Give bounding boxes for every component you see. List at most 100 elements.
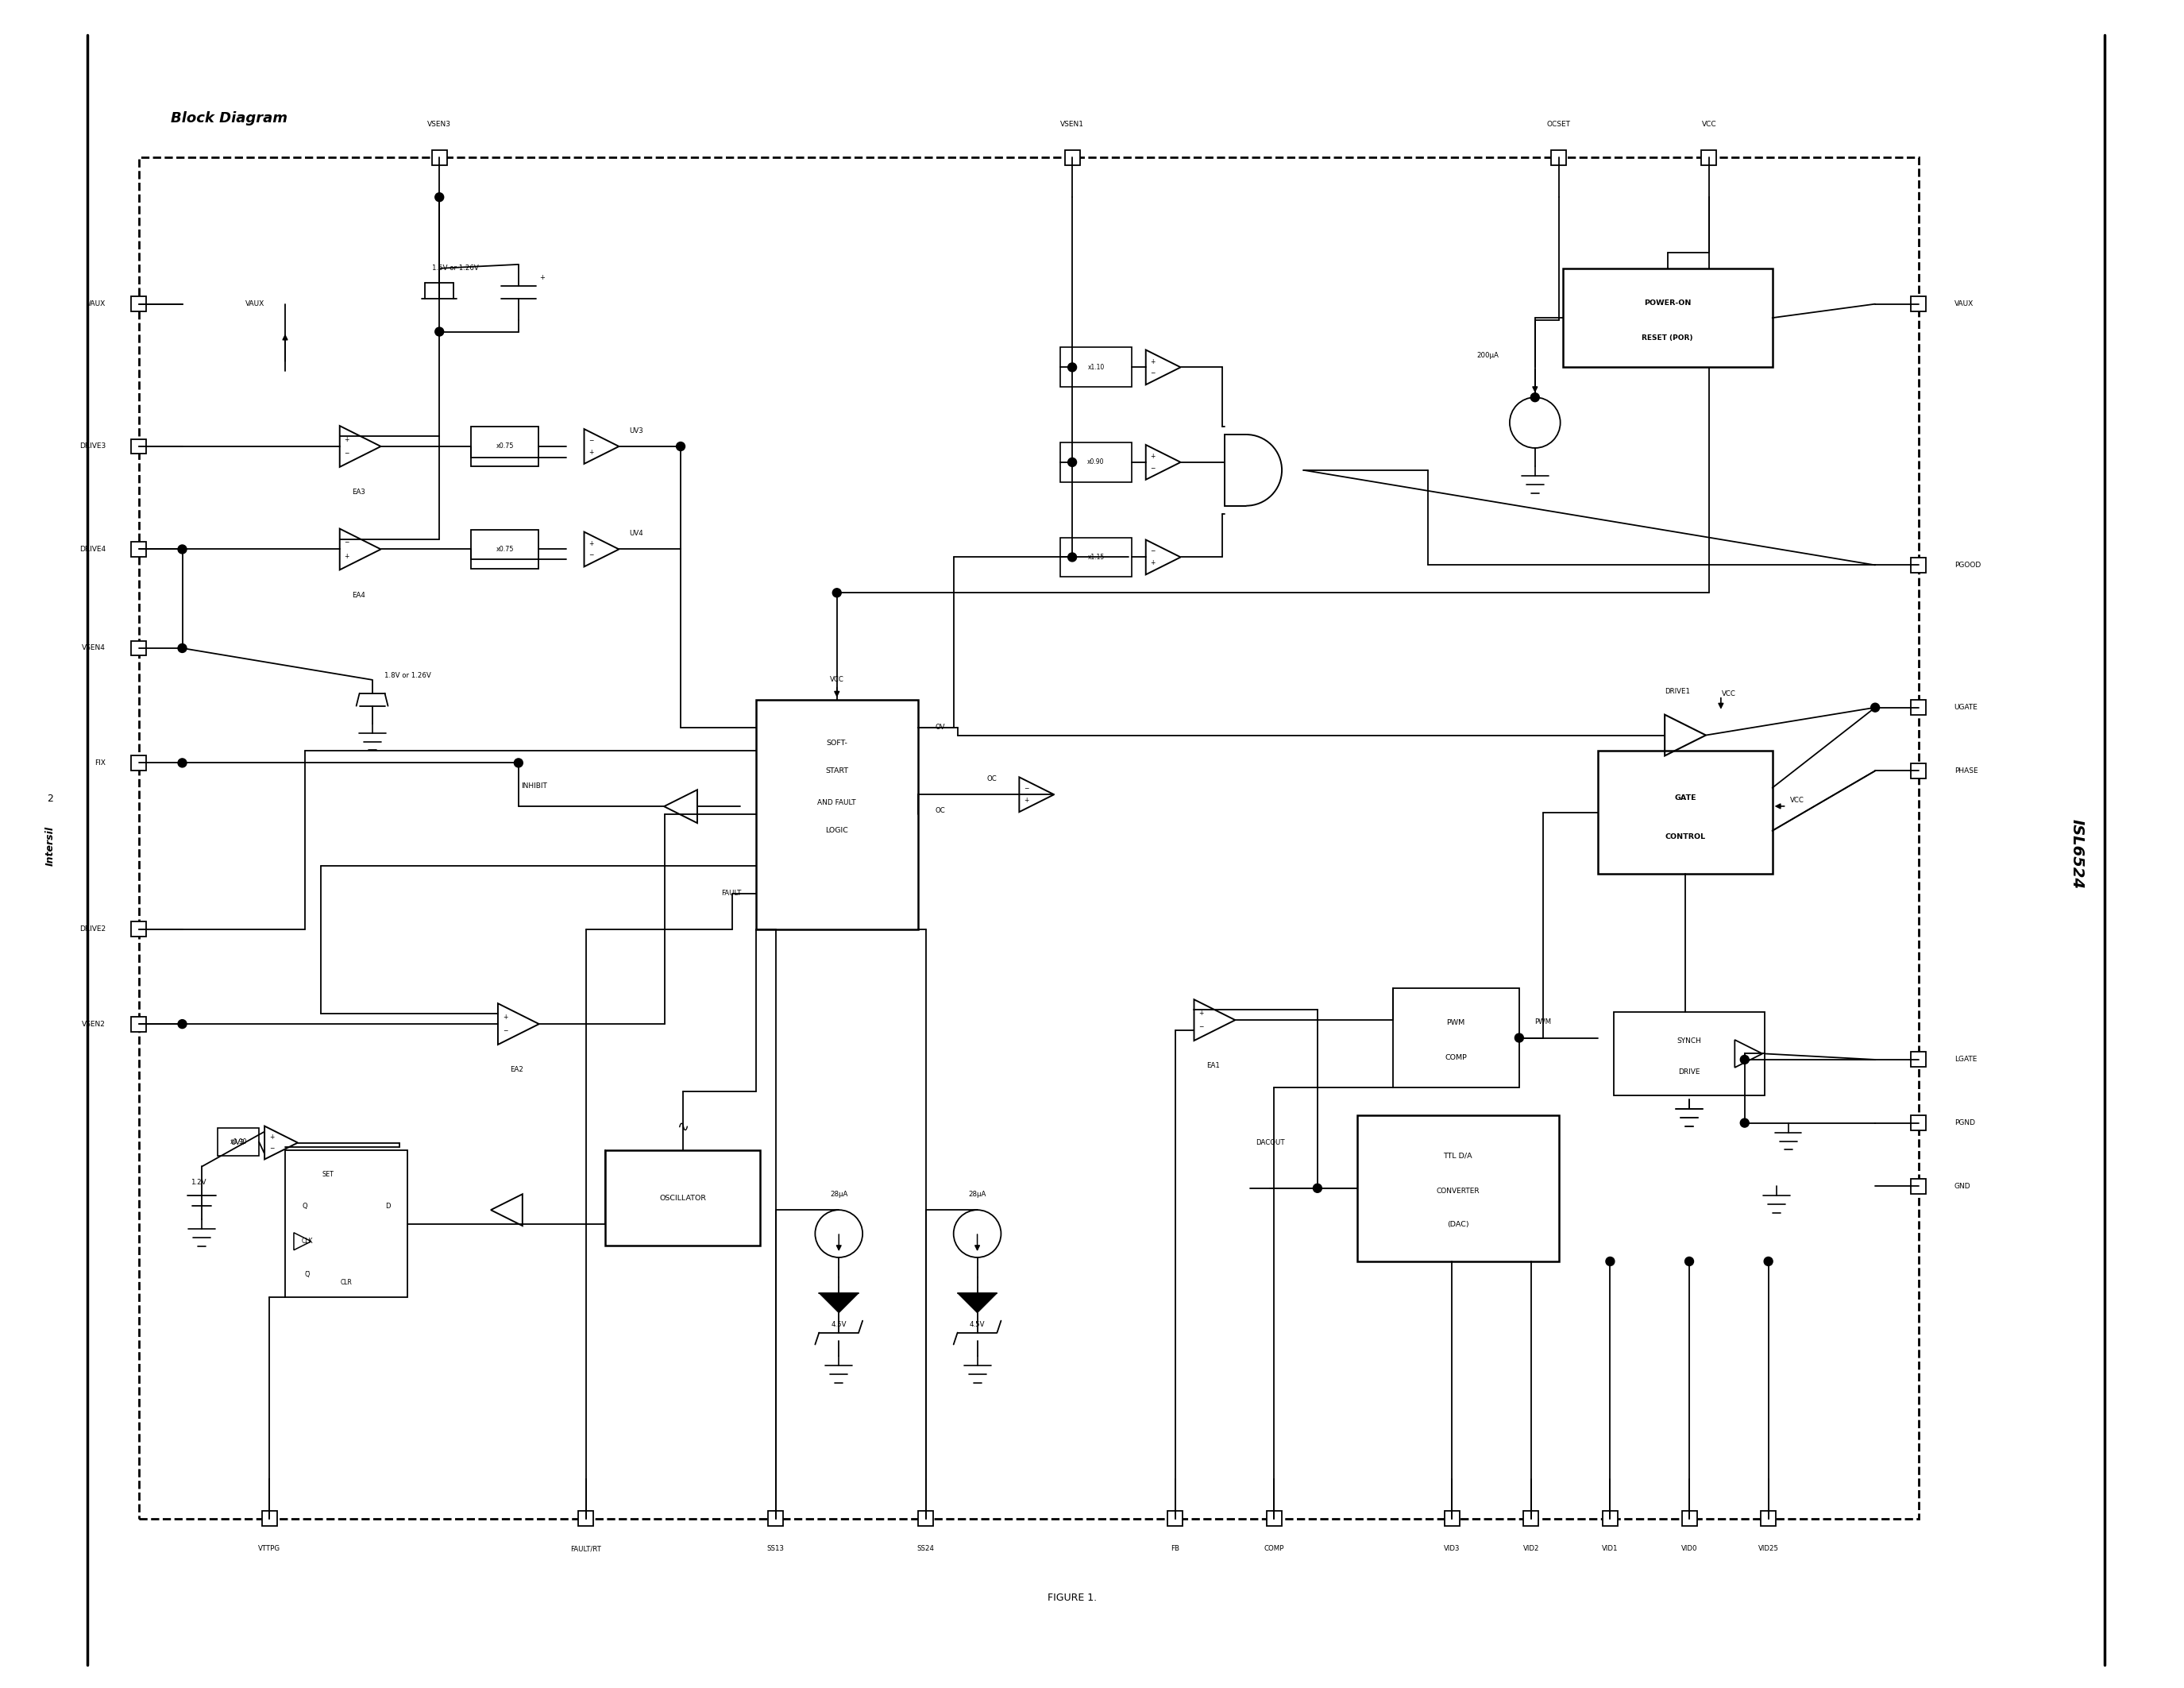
Text: +: + [1024,797,1029,803]
Bar [1061,537,1131,577]
Text: +: + [590,449,594,456]
Bar [1911,701,1926,716]
Text: x0.90: x0.90 [1088,459,1105,466]
Text: EA3: EA3 [352,490,365,496]
Text: Intersil: Intersil [46,825,55,866]
Text: +: + [269,1134,275,1141]
Text: +: + [1199,1009,1203,1016]
Text: LGATE: LGATE [1955,1057,1977,1063]
Bar [131,542,146,557]
Text: VCC: VCC [1789,797,1804,803]
Bar [1911,763,1926,778]
Text: SS24: SS24 [917,1545,935,1553]
Text: CLK: CLK [301,1237,312,1246]
Bar [1911,297,1926,312]
Text: 1.2V: 1.2V [190,1178,205,1187]
Text: UV2: UV2 [232,1139,245,1146]
Bar [579,1511,594,1526]
Bar [605,1151,760,1246]
Text: x0.90: x0.90 [229,1138,247,1146]
Bar [1614,1013,1765,1096]
Bar [1444,1511,1459,1526]
Text: +: + [345,552,349,560]
Text: +: + [345,436,349,444]
Text: +: + [1151,452,1155,461]
Circle shape [177,758,186,768]
Text: +: + [539,273,546,282]
Bar [1911,1052,1926,1067]
Text: x1.10: x1.10 [1088,363,1105,371]
Text: FIX: FIX [94,760,105,766]
Text: 28μA: 28μA [830,1190,847,1198]
Text: +: + [1151,559,1155,567]
Text: DRIVE: DRIVE [1677,1069,1699,1075]
Text: −: − [345,449,349,457]
Bar [1061,442,1131,483]
Circle shape [832,589,841,598]
Text: LOGIC: LOGIC [826,827,847,834]
Text: UGATE: UGATE [1955,704,1979,711]
Text: x0.75: x0.75 [496,545,513,554]
Circle shape [1531,393,1540,402]
Text: EA2: EA2 [511,1067,524,1074]
Text: AND FAULT: AND FAULT [817,798,856,807]
Bar [1564,268,1773,368]
Text: FAULT/RT: FAULT/RT [570,1545,601,1553]
Bar [1603,1511,1618,1526]
Bar [1524,1511,1538,1526]
Text: OC: OC [987,775,998,782]
Text: GND: GND [1955,1183,1970,1190]
Text: 4.5V: 4.5V [832,1322,847,1328]
Bar [1061,348,1131,387]
Circle shape [1068,363,1077,371]
Text: VID2: VID2 [1522,1545,1540,1553]
Text: −: − [590,552,594,559]
Text: OSCILLATOR: OSCILLATOR [660,1195,705,1202]
Text: CONVERTER: CONVERTER [1437,1188,1479,1195]
Bar [131,297,146,312]
Bar [262,1511,277,1526]
Text: DRIVE1: DRIVE1 [1664,689,1690,695]
Text: +: + [1151,358,1155,365]
Bar [131,641,146,655]
Text: −: − [1151,464,1155,471]
Circle shape [1313,1183,1321,1192]
Bar [131,439,146,454]
Text: PGND: PGND [1955,1119,1974,1126]
Text: VID0: VID0 [1682,1545,1697,1553]
Text: 1.8V or 1.26V: 1.8V or 1.26V [384,672,430,680]
Bar [472,427,537,466]
Text: x1.15: x1.15 [1088,554,1105,560]
Bar [1682,1511,1697,1526]
Text: EA1: EA1 [1206,1062,1219,1070]
Circle shape [177,545,186,554]
Text: SS13: SS13 [767,1545,784,1553]
Text: FIGURE 1.: FIGURE 1. [1048,1592,1096,1604]
Text: PHASE: PHASE [1955,768,1979,775]
Text: PWM: PWM [1535,1018,1551,1026]
Text: UV3: UV3 [629,427,644,434]
Text: Q̅: Q̅ [306,1271,310,1278]
Text: VSEN1: VSEN1 [1059,122,1083,128]
Bar [131,1016,146,1031]
Bar [1551,150,1566,165]
Text: SYNCH: SYNCH [1677,1038,1701,1045]
Bar [1701,150,1717,165]
Text: VAUX: VAUX [1955,300,1974,307]
Text: POWER-ON: POWER-ON [1645,299,1690,307]
Text: VCC: VCC [1721,690,1736,697]
Text: OC: OC [935,807,946,814]
Bar [1760,1511,1776,1526]
Text: 28μA: 28μA [968,1190,987,1198]
Text: x0.75: x0.75 [496,442,513,451]
Text: PGOOD: PGOOD [1955,562,1981,569]
Text: −: − [269,1144,275,1151]
Circle shape [677,442,686,451]
Circle shape [1068,457,1077,466]
Bar [131,922,146,937]
Bar [1911,1178,1926,1193]
Bar [472,530,537,569]
Circle shape [1741,1055,1749,1063]
Text: +: + [590,540,594,547]
Bar [1599,751,1773,874]
